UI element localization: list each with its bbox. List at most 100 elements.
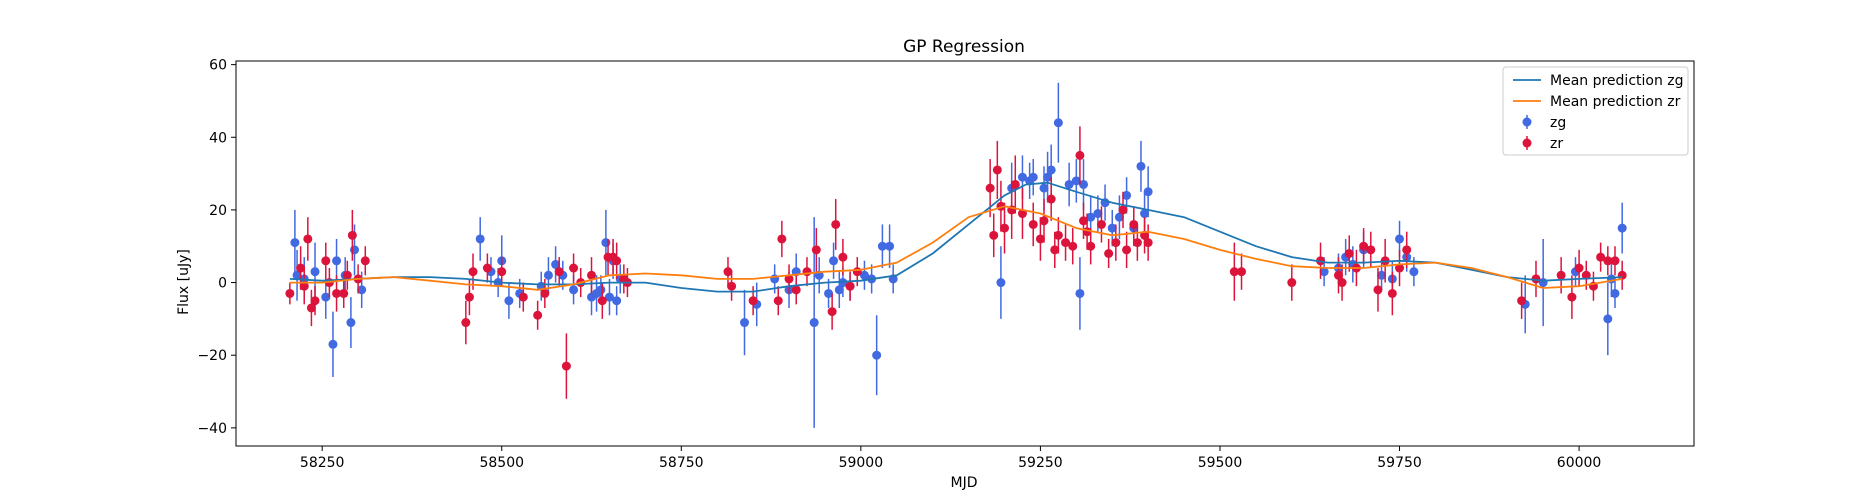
data-point — [1132, 238, 1142, 248]
data-point — [1017, 209, 1027, 219]
data-point — [872, 350, 882, 360]
y-tick-label: 0 — [218, 276, 227, 292]
data-point — [468, 267, 478, 277]
x-tick-label: 58500 — [479, 455, 524, 471]
data-point — [1581, 270, 1591, 280]
data-point — [328, 339, 338, 349]
data-point — [299, 281, 309, 291]
data-point — [1409, 267, 1419, 277]
data-point — [1617, 270, 1627, 280]
legend-label: Mean prediction zr — [1550, 94, 1681, 110]
data-point — [332, 256, 342, 266]
axes: 58250 58500 58750 59000 59250 59500 59750 60000… — [197, 58, 1695, 471]
data-point — [838, 252, 848, 262]
plot-clipped — [285, 82, 1627, 428]
x-tick-label: 60000 — [1557, 455, 1602, 471]
data-point — [1333, 270, 1343, 280]
data-point — [1366, 245, 1376, 255]
data-point — [464, 292, 474, 302]
x-tick-label: 59750 — [1377, 455, 1422, 471]
data-point — [1143, 187, 1153, 197]
legend-label: zr — [1550, 136, 1563, 152]
data-point — [540, 288, 550, 298]
series-zg — [290, 82, 1627, 428]
data-point — [723, 267, 733, 277]
legend-label: Mean prediction zg — [1550, 73, 1684, 89]
data-point — [296, 263, 306, 273]
data-point — [1402, 245, 1412, 255]
data-point — [321, 256, 331, 266]
data-point — [554, 267, 564, 277]
data-point — [342, 270, 352, 280]
data-point — [1046, 165, 1056, 175]
data-point — [1229, 267, 1239, 277]
data-point — [827, 307, 837, 317]
data-point — [561, 361, 571, 371]
data-point — [831, 219, 841, 229]
data-point — [1531, 274, 1541, 284]
data-point — [1043, 172, 1053, 182]
y-axis-label: Flux [uJy] — [176, 249, 192, 315]
data-point — [1075, 150, 1085, 160]
plot-frame — [235, 60, 1695, 447]
data-point — [1395, 234, 1405, 244]
data-point — [829, 256, 839, 266]
data-point — [290, 238, 300, 248]
plot-area — [285, 82, 1627, 428]
data-point — [838, 278, 848, 288]
data-point — [852, 267, 862, 277]
data-point — [1373, 285, 1383, 295]
data-point — [321, 292, 331, 302]
data-point — [1395, 263, 1405, 273]
data-point — [859, 270, 869, 280]
data-point — [285, 288, 295, 298]
data-point — [1061, 238, 1071, 248]
data-point — [1122, 245, 1132, 255]
data-point — [1143, 238, 1153, 248]
x-tick-label: 58750 — [659, 455, 704, 471]
data-point — [604, 292, 614, 302]
data-point — [543, 270, 553, 280]
data-point — [1287, 278, 1297, 288]
data-point — [1046, 194, 1056, 204]
data-point — [784, 274, 794, 284]
data-point — [985, 183, 995, 193]
y-tick-label: 40 — [209, 130, 227, 146]
data-point — [1319, 267, 1329, 277]
data-point — [1567, 292, 1577, 302]
data-point — [1050, 245, 1060, 255]
data-point — [1136, 161, 1146, 171]
data-point — [1053, 230, 1063, 240]
data-point — [310, 267, 320, 277]
data-point — [845, 281, 855, 291]
data-point — [773, 296, 783, 306]
data-point — [802, 267, 812, 277]
x-axis-label: MJD — [951, 475, 978, 491]
data-point — [1017, 172, 1027, 182]
data-point — [1107, 223, 1117, 233]
data-point — [1071, 176, 1081, 186]
data-point — [1039, 183, 1049, 193]
data-point — [811, 245, 821, 255]
legend-marker-swatch — [1522, 117, 1532, 127]
data-point — [1237, 267, 1247, 277]
y-tick-label: −20 — [197, 348, 227, 364]
data-point — [360, 256, 370, 266]
data-point — [1039, 216, 1049, 226]
data-point — [1387, 288, 1397, 298]
legend-box — [1502, 66, 1689, 156]
series-line — [289, 205, 1623, 291]
x-tick-label: 59250 — [1018, 455, 1063, 471]
y-tick-label: −40 — [197, 421, 227, 437]
data-point — [350, 245, 360, 255]
data-point — [1129, 219, 1139, 229]
data-point — [346, 318, 356, 328]
data-point — [1075, 288, 1085, 298]
x-tick-label: 59000 — [839, 455, 884, 471]
data-point — [1079, 216, 1089, 226]
data-point — [497, 267, 507, 277]
data-point — [1064, 179, 1074, 189]
data-point — [1053, 118, 1063, 128]
data-point — [877, 241, 887, 251]
data-point — [339, 288, 349, 298]
